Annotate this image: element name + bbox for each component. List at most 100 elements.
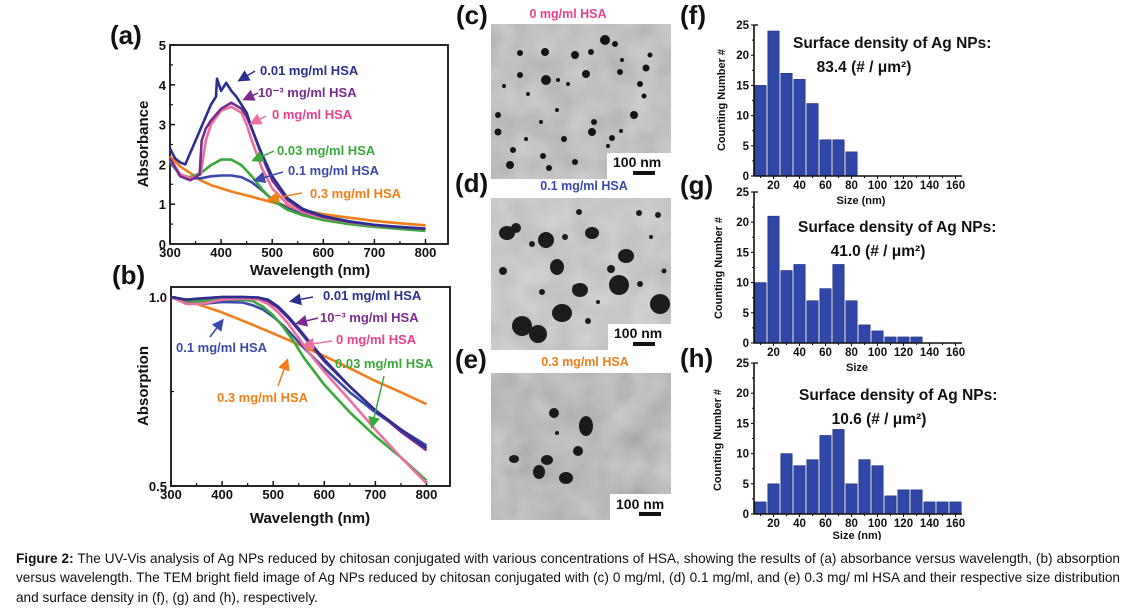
x-tick-label: 300 <box>159 245 181 260</box>
histogram-bar <box>767 215 780 344</box>
x-tick-label: 80 <box>845 518 858 530</box>
tem-d-scalebar <box>633 342 655 346</box>
x-tick-label: 140 <box>920 347 939 359</box>
tem-e-particles <box>509 408 593 484</box>
panel-b-arrow-0-1 <box>209 318 224 338</box>
x-tick-label: 20 <box>767 518 780 530</box>
panel-b-arrow-0-03 <box>368 375 385 429</box>
histogram-bar <box>819 139 832 177</box>
panel-a-arrow-0-01 <box>237 70 256 82</box>
panel-h-label: (h) <box>680 343 713 373</box>
panel-b-arrow-0-01 <box>289 293 314 306</box>
histogram-bar <box>910 489 923 515</box>
panel-a-label-0-3: 0.3 mg/ml HSA <box>310 186 402 201</box>
histogram-bar <box>936 501 949 515</box>
panel-b-absorption-chart: (b) 0.5 1.0 300 400 500 600 700 800 Wavelength… <box>112 260 451 527</box>
x-tick-label: 60 <box>819 518 832 530</box>
panel-a-arrow-1e-3 <box>242 89 259 101</box>
x-tick-label: 160 <box>946 347 965 359</box>
x-tick-label: 700 <box>365 487 387 502</box>
histogram-bar <box>767 483 780 515</box>
y-tick-label: 15 <box>736 418 749 430</box>
y-tick-label: 15 <box>736 80 749 92</box>
histogram-bar <box>910 336 923 344</box>
y-tick-label: 10 <box>736 278 749 290</box>
panel-h-bars <box>754 429 962 515</box>
y-tick-label: 10 <box>736 111 749 123</box>
panel-a-series <box>168 77 426 233</box>
tem-c-particles <box>494 35 653 171</box>
panel-a-arrow-0-03 <box>251 150 275 162</box>
y-tick-label: 20 <box>736 50 749 62</box>
panel-a-ylabel: Absorbance <box>135 101 152 188</box>
x-tick-label: 500 <box>262 487 284 502</box>
y-tick-label: 1 <box>159 197 166 212</box>
caption-label: Figure 2: <box>16 551 74 566</box>
y-tick-label: 0 <box>743 338 749 350</box>
y-tick-label: 20 <box>736 388 749 400</box>
x-tick-label: 140 <box>920 518 939 530</box>
panel-g-histogram: (g) Counting Number # Surface density of… <box>680 170 996 374</box>
x-tick-label: 700 <box>364 245 386 260</box>
panel-b-xtick-labels: 300 400 500 600 700 800 <box>160 487 437 502</box>
panel-b-arrow-0-3 <box>277 358 290 387</box>
y-tick-label: 1.0 <box>149 290 167 305</box>
panel-a-arrow-0 <box>249 113 267 125</box>
x-tick-label: 20 <box>767 347 780 359</box>
panel-h-histogram: (h) Counting Number # Surface density of… <box>680 343 997 540</box>
x-tick-label: 300 <box>160 487 182 502</box>
tem-d-scalebar-label: 100 nm <box>614 325 662 341</box>
panel-a-absorbance-chart: (a) 0 1 2 3 4 5 300 400 500 600 700 800 Wavelength… <box>110 20 449 279</box>
panel-b-series <box>170 295 428 485</box>
panel-a-label-0-03: 0.03 mg/ml HSA <box>277 143 376 158</box>
tem-c-title: 0 mg/ml HSA <box>529 7 606 21</box>
x-tick-label: 80 <box>845 347 858 359</box>
caption-text: The UV-Vis analysis of Ag NPs reduced by… <box>16 551 1120 605</box>
x-tick-label: 400 <box>211 487 233 502</box>
histogram-bar <box>780 453 793 515</box>
histogram-bar <box>819 288 832 344</box>
panel-a-label-0: 0 mg/ml HSA <box>272 107 353 122</box>
histogram-bar <box>754 85 767 177</box>
tem-e-scalebar-label: 100 nm <box>616 496 664 512</box>
y-tick-label: 2 <box>159 157 166 172</box>
histogram-bar <box>832 139 845 177</box>
panel-d-label: (d) <box>455 168 488 198</box>
y-tick-label: 25 <box>736 187 749 199</box>
panel-c-label: (c) <box>456 0 488 30</box>
tem-image-d: (d) 0.1 mg/ml HSA 100 nm <box>455 168 671 350</box>
x-tick-label: 800 <box>416 487 438 502</box>
histogram-bar <box>819 435 832 515</box>
figure-caption: Figure 2: The UV-Vis analysis of Ag NPs … <box>16 549 1120 607</box>
x-tick-label: 100 <box>868 347 887 359</box>
x-tick-label: 120 <box>894 347 913 359</box>
panel-h-axes: 20 40 60 80 100 120 140 160 0 5 10 15 20 25 <box>736 358 965 530</box>
x-tick-label: 800 <box>415 245 437 260</box>
panel-a-xlabel: Wavelength (nm) <box>250 262 370 279</box>
panel-g-ylabel: Counting Number # <box>713 217 725 319</box>
panel-g-bars <box>754 215 923 344</box>
y-tick-label: 3 <box>159 118 166 133</box>
histogram-bar <box>897 336 910 344</box>
y-tick-label: 25 <box>736 358 749 370</box>
panel-b-frame <box>170 286 451 487</box>
y-tick-label: 4 <box>159 78 167 93</box>
panel-h-ylabel: Counting Number # <box>712 389 724 491</box>
panel-f-label: (f) <box>680 0 706 30</box>
x-tick-label: 140 <box>920 180 939 192</box>
x-tick-label: 160 <box>946 180 965 192</box>
panel-a-arrow-0-3 <box>267 191 303 204</box>
histogram-bar <box>754 501 767 515</box>
tem-image-e: (e) 0.3 mg/ml HSA 100 nm <box>455 344 671 520</box>
series-line-0-03-mg-ml-hsa <box>170 295 428 482</box>
x-tick-label: 40 <box>793 347 806 359</box>
panel-g-label: (g) <box>680 170 713 200</box>
tem-c-scalebar <box>633 171 655 175</box>
x-tick-label: 100 <box>868 518 887 530</box>
tem-d-particles <box>499 209 670 343</box>
histogram-bar <box>845 483 858 515</box>
histogram-bar <box>780 270 793 344</box>
panel-b-label-0: 0 mg/ml HSA <box>336 332 417 347</box>
x-tick-label: 500 <box>261 245 283 260</box>
tem-e-title: 0.3 mg/ml HSA <box>541 355 629 369</box>
